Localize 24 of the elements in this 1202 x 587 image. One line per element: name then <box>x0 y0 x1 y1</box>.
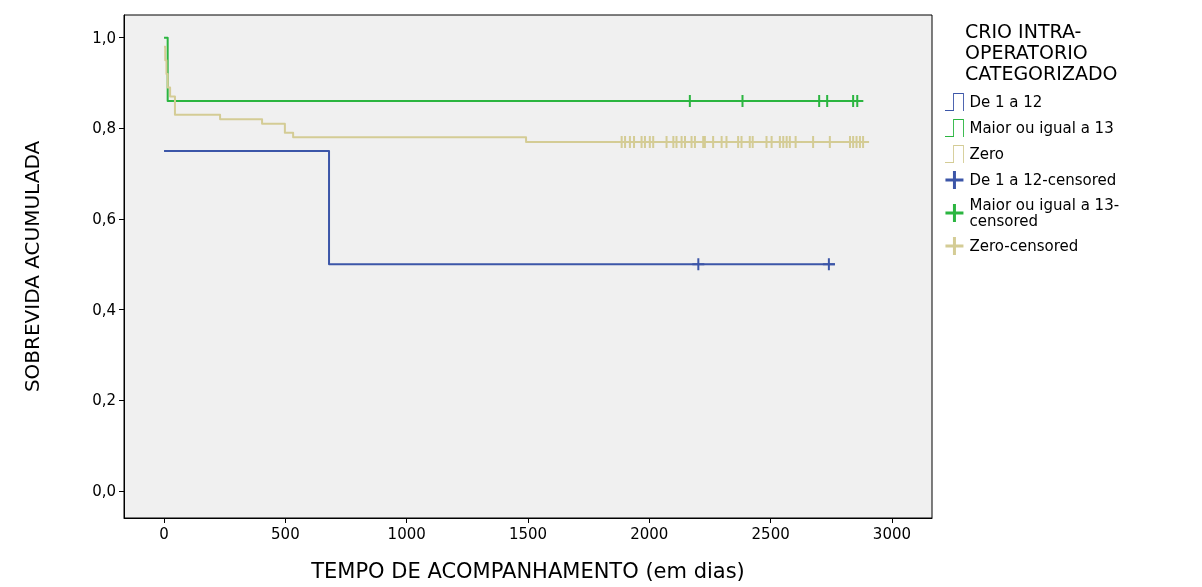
x-tick-label: 1000 <box>387 524 426 543</box>
y-tick-label: 0,4 <box>92 300 116 319</box>
y-tick-label: 0,2 <box>92 391 116 410</box>
legend-label: Maior ou igual a 13-censored <box>969 196 1120 230</box>
y-axis-title: SOBREVIDA ACUMULADA <box>20 140 44 393</box>
y-tick-label: 0,0 <box>92 481 116 500</box>
y-tick-label: 1,0 <box>92 28 116 47</box>
x-tick-label: 3000 <box>872 524 912 543</box>
point <box>822 258 835 271</box>
legend-label: Zero <box>969 145 1004 163</box>
x-tick-label: 2000 <box>630 524 669 543</box>
x-tick-label: 1500 <box>508 524 548 543</box>
legend-label: Zero-censored <box>969 237 1079 255</box>
legend-title: CRIO INTRA-OPERATORIO CATEGORIZADO <box>965 19 1118 84</box>
y-tick-label: 0,6 <box>92 209 116 228</box>
legend-label: De 1 a 12-censored <box>969 171 1117 189</box>
x-tick-label: 500 <box>271 524 300 543</box>
x-axis-title: TEMPO DE ACOMPANHAMENTO (em dias) <box>310 558 745 583</box>
point <box>692 258 705 271</box>
x-tick-label: 2500 <box>751 524 790 543</box>
legend-label: De 1 a 12 <box>969 93 1043 111</box>
legend-label: Maior ou igual a 13 <box>969 119 1114 137</box>
x-tick-label: 0 <box>159 524 169 543</box>
y-tick-label: 0,8 <box>92 119 116 138</box>
